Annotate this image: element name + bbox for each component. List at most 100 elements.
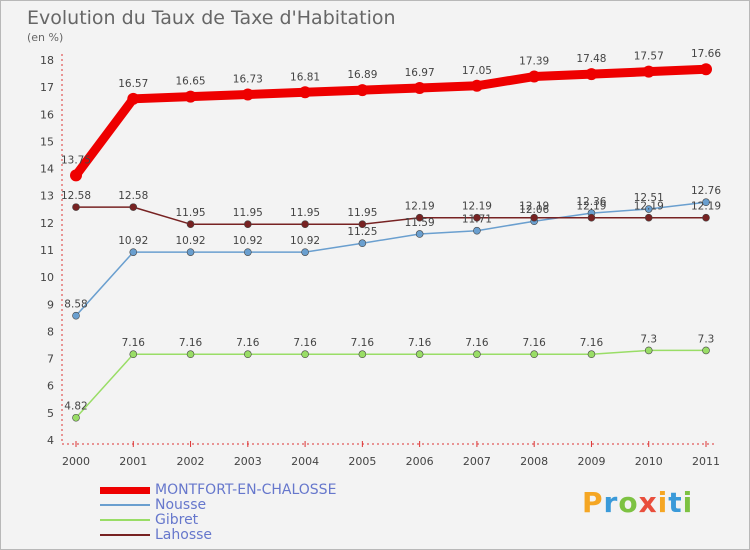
y-tick-label: 9 — [47, 298, 54, 311]
data-label: 11.25 — [347, 226, 377, 238]
data-point — [127, 92, 140, 105]
data-point — [473, 350, 481, 359]
value-labels: 13.75 16.57 16.65 16.73 16.81 16.89 16.97 17.05… — [61, 48, 721, 413]
data-point — [129, 203, 138, 211]
data-point — [356, 84, 369, 97]
data-label: 8.58 — [64, 299, 87, 311]
x-tick-label: 2002 — [177, 455, 205, 468]
data-point — [358, 239, 367, 248]
data-point — [470, 79, 483, 92]
data-point — [644, 346, 653, 355]
y-tick-label: 12 — [40, 217, 54, 230]
data-point — [642, 65, 655, 78]
proxiti-logo: Proxiti — [582, 486, 693, 519]
x-tick-label: 2006 — [406, 455, 434, 468]
data-label: 7.16 — [408, 337, 432, 349]
legend-label: Gibret — [155, 512, 199, 528]
legend-item: Nousse — [100, 497, 336, 513]
data-point — [587, 213, 596, 222]
logo-letter: i — [682, 486, 694, 519]
legend-item: Lahosse — [100, 527, 336, 543]
data-point — [244, 220, 252, 229]
data-point — [358, 350, 367, 359]
logo-letter: o — [618, 486, 639, 519]
data-label: 12.58 — [118, 190, 148, 202]
data-point — [129, 248, 138, 256]
data-point — [184, 90, 197, 103]
data-label: 16.81 — [290, 71, 320, 83]
data-label: 7.16 — [293, 337, 317, 349]
data-label: 12.36 — [576, 196, 606, 208]
data-point — [473, 213, 481, 222]
data-label: 12.19 — [576, 201, 606, 213]
x-tick-label: 2009 — [577, 455, 605, 468]
x-tick-label: 2005 — [348, 455, 376, 468]
y-tick-label: 13 — [40, 190, 54, 203]
data-label: 12.19 — [691, 201, 721, 213]
data-label: 16.57 — [118, 78, 148, 90]
logo-letter: x — [638, 486, 658, 519]
data-point — [244, 248, 252, 256]
y-tick-label: 7 — [47, 353, 54, 366]
data-label: 16.73 — [233, 73, 263, 85]
data-label: 11.95 — [233, 207, 263, 219]
data-point — [415, 213, 424, 222]
data-label: 7.3 — [640, 333, 657, 345]
y-tick-label: 10 — [40, 271, 54, 284]
legend-label: Lahosse — [155, 527, 213, 543]
data-label: 12.19 — [519, 201, 549, 213]
data-label: 7.16 — [122, 337, 146, 349]
y-tick-label: 5 — [47, 407, 54, 420]
data-point — [299, 86, 312, 99]
y-tick-label: 15 — [40, 135, 54, 148]
x-tick-label: 2008 — [520, 455, 548, 468]
data-label: 7.16 — [465, 337, 489, 349]
data-label: 11.59 — [405, 217, 435, 229]
legend-item: MONTFORT-EN-CHALOSSE — [100, 482, 336, 498]
data-point — [473, 226, 481, 235]
x-tick-label: 2001 — [119, 455, 147, 468]
legend-swatch-montfort — [100, 486, 150, 494]
data-label: 7.16 — [580, 337, 604, 349]
series-line — [71, 64, 711, 180]
data-label: 11.71 — [462, 214, 492, 226]
data-point — [358, 220, 367, 229]
unit-label: (en %) — [27, 31, 64, 44]
legend: MONTFORT-EN-CHALOSSE Nousse Gibret Lahos… — [100, 482, 336, 543]
data-point — [413, 81, 426, 94]
data-point — [129, 350, 138, 359]
y-tick-label: 18 — [40, 54, 54, 67]
data-point — [702, 213, 710, 222]
x-tick-label: 2003 — [234, 455, 262, 468]
data-point — [244, 350, 252, 359]
logo-letter: r — [603, 486, 619, 519]
data-point — [301, 350, 309, 359]
data-point — [528, 70, 541, 83]
data-point — [587, 350, 596, 359]
data-point — [415, 230, 424, 238]
data-label: 16.65 — [176, 76, 206, 88]
data-point — [241, 88, 254, 101]
data-point — [72, 203, 80, 211]
data-label: 12.19 — [634, 201, 664, 213]
data-label: 4.82 — [64, 401, 87, 413]
logo-letter: P — [582, 486, 604, 519]
y-tick-label: 17 — [40, 81, 54, 94]
logo-letter: t — [668, 486, 683, 519]
data-label: 10.92 — [233, 235, 263, 247]
axes: 4 5 6 7 8 9 10 11 12 13 14 15 16 17 18 2000 2001 2002 2003… — [40, 54, 720, 468]
data-label: 12.19 — [462, 201, 492, 213]
data-label: 7.16 — [351, 337, 375, 349]
data-label: 16.97 — [405, 67, 435, 79]
data-label: 12.19 — [405, 201, 435, 213]
data-label: 17.66 — [691, 48, 721, 60]
chart-title: Evolution du Taux de Taxe d'Habitation — [27, 7, 396, 29]
data-point — [700, 63, 712, 76]
data-point — [530, 350, 538, 359]
data-label: 7.16 — [236, 337, 260, 349]
data-label: 13.75 — [61, 154, 91, 166]
data-label: 11.95 — [347, 207, 377, 219]
data-point — [702, 346, 710, 355]
data-point — [186, 248, 195, 256]
